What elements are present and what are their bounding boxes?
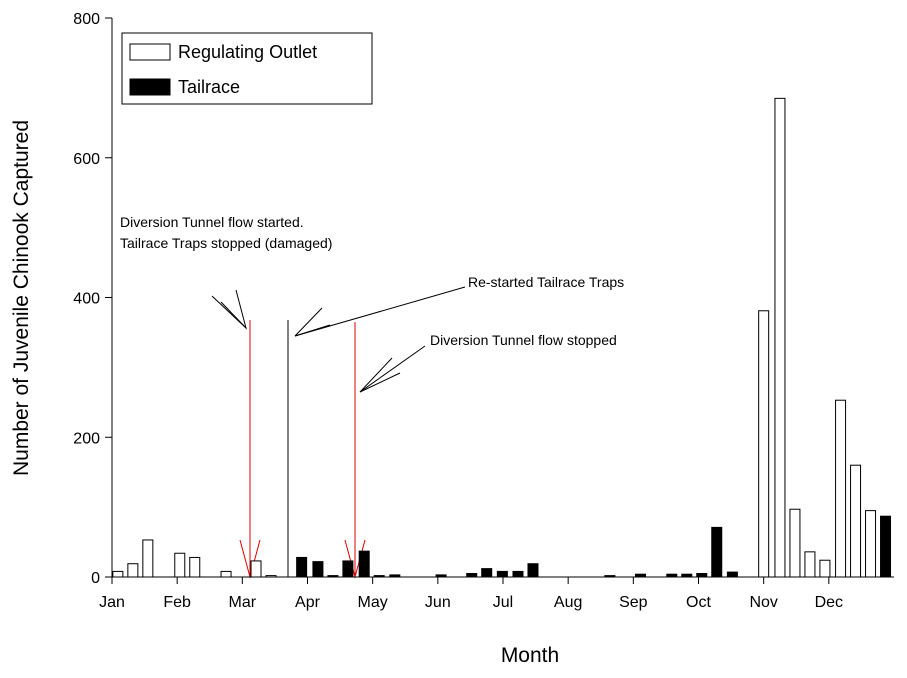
- x-tick-label: Aug: [554, 594, 582, 611]
- bar: [127, 563, 139, 578]
- bar: [142, 539, 154, 578]
- y-tick-label: 600: [73, 151, 100, 168]
- bar: [880, 515, 892, 578]
- bar: [527, 563, 539, 578]
- bar: [726, 571, 738, 578]
- bar: [265, 575, 277, 578]
- x-tick-label: Jun: [425, 594, 451, 611]
- bar: [789, 508, 801, 578]
- bar: [635, 573, 647, 578]
- x-axis-label: Month: [501, 644, 559, 667]
- y-axis-label: Number of Juvenile Chinook Captured: [10, 120, 33, 476]
- annotation: Tailrace Traps stopped (damaged): [120, 235, 332, 251]
- bar: [758, 310, 770, 578]
- bar: [481, 568, 493, 578]
- bar: [604, 575, 616, 578]
- bar: [666, 573, 678, 578]
- bar: [327, 575, 339, 578]
- x-tick-label: Feb: [163, 594, 191, 611]
- arrow: [359, 357, 401, 393]
- bar: [466, 573, 478, 578]
- arrow: [359, 345, 426, 393]
- x-tick-label: Sep: [619, 594, 648, 611]
- y-tick-label: 200: [73, 430, 100, 447]
- x-tick-label: Jan: [99, 594, 125, 611]
- bar: [342, 560, 354, 578]
- legend-swatch: [129, 43, 171, 61]
- bar: [312, 561, 324, 578]
- x-tick-label: Mar: [229, 594, 257, 611]
- arrow: [220, 289, 247, 330]
- legend-swatch: [129, 78, 171, 96]
- bar: [696, 573, 708, 578]
- y-tick-label: 0: [91, 570, 100, 587]
- bar: [112, 570, 124, 578]
- bar: [496, 570, 508, 578]
- arrow: [294, 307, 331, 337]
- x-tick-label: Dec: [815, 594, 843, 611]
- bar: [373, 575, 385, 578]
- x-tick-label: Oct: [686, 594, 711, 611]
- x-tick-label: Jul: [493, 594, 513, 611]
- y-tick-label: 400: [73, 291, 100, 308]
- bar: [681, 573, 693, 578]
- bar: [774, 97, 786, 578]
- bar: [512, 570, 524, 578]
- annotation: Diversion Tunnel flow stopped: [430, 332, 617, 348]
- bar: [220, 570, 232, 578]
- annotation: Re-started Tailrace Traps: [468, 274, 624, 290]
- x-tick-label: Nov: [749, 594, 777, 611]
- x-tick-label: May: [358, 594, 388, 611]
- bar: [711, 526, 723, 578]
- bar: [804, 551, 816, 578]
- y-tick-label: 800: [73, 11, 100, 28]
- bar: [250, 560, 262, 578]
- legend-label: Regulating Outlet: [178, 42, 317, 62]
- bar: [435, 574, 447, 578]
- annotations: [211, 286, 466, 579]
- legend-label: Tailrace: [178, 77, 240, 97]
- bar: [296, 556, 308, 578]
- bar: [835, 399, 847, 578]
- bar: [189, 556, 201, 578]
- bar: [850, 464, 862, 578]
- bar: [358, 550, 370, 578]
- bar: [389, 574, 401, 578]
- x-tick-label: Apr: [295, 594, 321, 611]
- bar: [174, 552, 186, 578]
- arrow: [294, 286, 466, 337]
- bar: [865, 510, 877, 578]
- bar: [819, 559, 831, 578]
- annotation: Diversion Tunnel flow started.: [120, 214, 304, 230]
